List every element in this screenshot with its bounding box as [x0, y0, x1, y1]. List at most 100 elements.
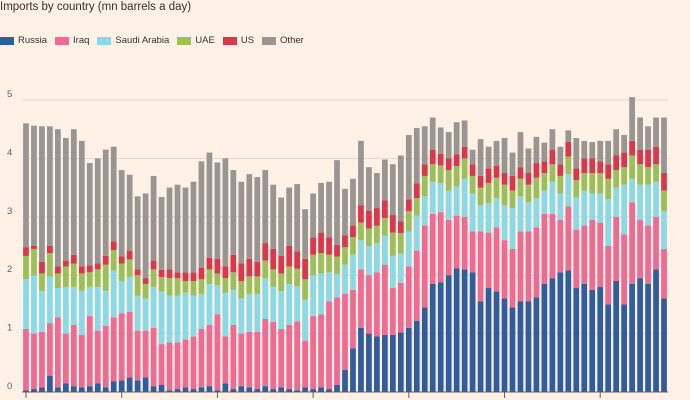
bar-iraq-42: [350, 289, 356, 349]
bar-us-68: [557, 164, 564, 176]
bar-iraq-36: [302, 340, 308, 388]
bar-us-6: [62, 260, 69, 267]
bar-russia-65: [533, 297, 540, 392]
bar-russia-75: [613, 281, 620, 392]
bar-russia-1: [23, 390, 29, 392]
bar-other-33: [278, 197, 285, 256]
bar-russia-33: [278, 387, 285, 392]
bar-uae-67: [549, 164, 556, 182]
bar-saudi-arabia-40: [334, 274, 340, 298]
bar-saudi-arabia-69: [565, 174, 572, 207]
legend-swatch-iraq: [55, 36, 70, 45]
bar-russia-23: [198, 387, 205, 392]
bar-russia-36: [302, 387, 308, 392]
bar-us-67: [549, 149, 556, 165]
bar-us-53: [437, 153, 444, 166]
bar-us-28: [238, 263, 245, 282]
bar-saudi-arabia-11: [102, 290, 109, 327]
bar-us-27: [230, 254, 237, 273]
bar-saudi-arabia-3: [39, 290, 45, 332]
bar-us-55: [453, 154, 460, 166]
bar-other-60: [493, 140, 500, 166]
bar-uae-74: [605, 178, 612, 200]
bar-uae-47: [389, 232, 396, 256]
bar-us-19: [166, 269, 173, 279]
bar-iraq-2: [31, 333, 37, 390]
bar-saudi-arabia-21: [182, 292, 189, 340]
bar-other-72: [589, 142, 596, 159]
bar-uae-59: [485, 182, 492, 204]
bar-other-34: [286, 187, 293, 246]
bar-other-15: [134, 196, 141, 270]
bar-saudi-arabia-78: [637, 184, 643, 220]
bar-russia-6: [62, 383, 69, 392]
bar-iraq-6: [62, 333, 69, 384]
bar-saudi-arabia-35: [294, 286, 301, 322]
bar-russia-64: [525, 301, 532, 392]
bar-uae-19: [166, 278, 173, 296]
bar-other-70: [573, 137, 580, 169]
bar-saudi-arabia-57: [469, 193, 476, 232]
bar-other-22: [190, 181, 197, 273]
bar-other-4: [47, 126, 53, 246]
bar-other-59: [485, 146, 492, 169]
bar-russia-13: [118, 380, 125, 392]
bar-other-38: [318, 182, 324, 233]
legend-label-iraq: Iraq: [73, 35, 90, 46]
bar-saudi-arabia-18: [158, 291, 165, 345]
bar-russia-45: [374, 336, 380, 392]
bar-us-32: [270, 248, 277, 270]
bar-saudi-arabia-37: [310, 275, 316, 317]
legend-label-saudi-arabia: Saudi Arabia: [115, 35, 170, 46]
bar-us-56: [461, 146, 468, 159]
bar-uae-80: [653, 164, 659, 182]
bar-russia-21: [182, 387, 189, 392]
bar-russia-49: [405, 327, 412, 392]
bar-russia-38: [318, 387, 324, 392]
bar-uae-30: [254, 276, 261, 294]
bar-iraq-77: [629, 202, 635, 284]
bar-other-80: [653, 117, 659, 147]
bar-us-61: [501, 173, 508, 185]
bar-other-11: [102, 149, 109, 256]
bar-uae-6: [62, 266, 69, 287]
bar-us-23: [198, 267, 205, 280]
bar-uae-41: [342, 247, 348, 265]
bar-uae-77: [629, 155, 635, 179]
legend-item-russia: Russia: [0, 35, 47, 46]
bar-iraq-80: [653, 216, 659, 270]
bar-uae-40: [334, 256, 340, 275]
legend-item-uae: UAE: [177, 35, 215, 46]
bar-iraq-29: [246, 331, 253, 388]
bar-us-36: [302, 258, 308, 280]
bar-iraq-17: [150, 327, 157, 387]
bar-iraq-54: [445, 219, 452, 276]
bar-other-76: [621, 135, 627, 153]
bar-russia-8: [78, 387, 85, 392]
bar-russia-71: [581, 283, 588, 392]
bar-saudi-arabia-16: [142, 298, 149, 331]
bar-us-51: [421, 164, 428, 176]
bar-russia-46: [382, 334, 388, 392]
bar-us-54: [445, 158, 452, 171]
bar-iraq-75: [613, 216, 620, 282]
bar-russia-50: [413, 320, 420, 392]
bar-iraq-21: [182, 339, 189, 388]
bar-uae-32: [270, 269, 277, 287]
bar-iraq-53: [437, 212, 444, 283]
bar-russia-30: [254, 389, 261, 392]
bar-saudi-arabia-67: [549, 181, 556, 214]
bar-iraq-60: [493, 227, 500, 292]
bar-saudi-arabia-20: [174, 295, 181, 343]
bar-us-12: [110, 241, 117, 251]
bar-other-13: [118, 170, 125, 257]
bar-uae-49: [405, 210, 412, 232]
bar-iraq-62: [509, 248, 516, 308]
bar-iraq-65: [533, 227, 540, 298]
bar-iraq-4: [47, 323, 53, 376]
bar-russia-69: [565, 270, 572, 392]
bar-iraq-49: [405, 266, 412, 328]
bar-uae-11: [102, 264, 109, 291]
bar-uae-62: [509, 190, 516, 209]
